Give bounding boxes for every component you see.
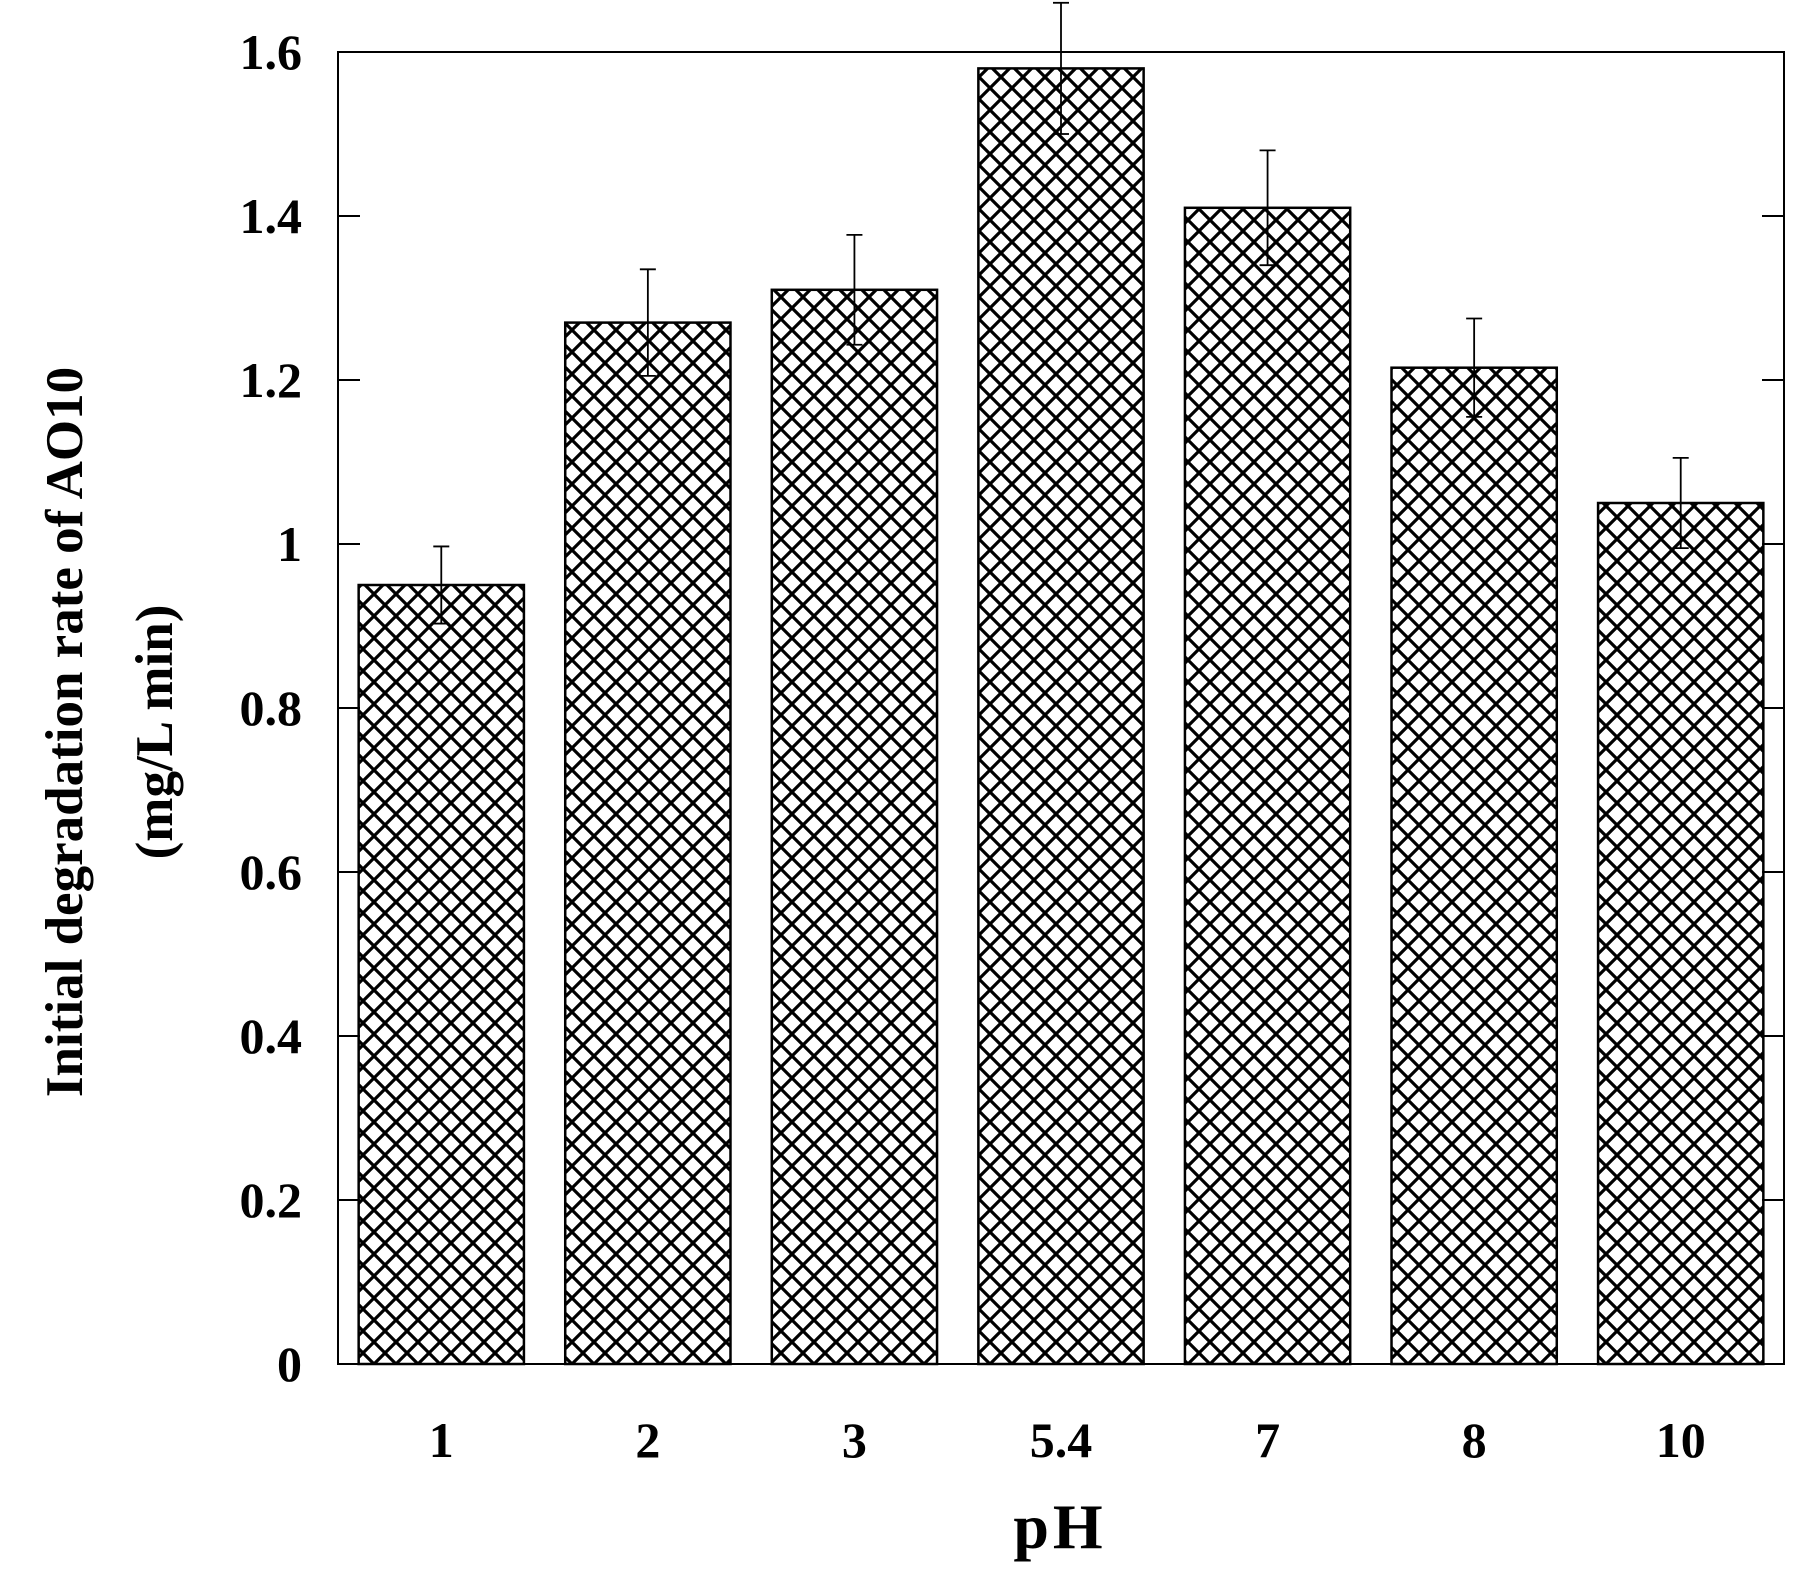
y-tick-labels: 0 0.2 0.4 0.6 0.8 1 1.2 1.4 1.6 — [240, 24, 303, 1392]
error-bars — [433, 1, 1689, 625]
y-tick-label-2: 0.4 — [240, 1008, 303, 1064]
y-tick-label-0: 0 — [277, 1336, 302, 1392]
x-tick-label-3: 3 — [842, 1412, 867, 1468]
error-bar-3 — [846, 233, 863, 346]
x-tick-label-5.4: 5.4 — [1030, 1412, 1093, 1468]
y-tick-label-8: 1.6 — [240, 24, 303, 80]
y-tick-label-4: 0.8 — [240, 680, 303, 736]
x-tick-label-1: 1 — [429, 1412, 454, 1468]
bar-5.4 — [977, 67, 1145, 1366]
y-axis-title-line1: Initial degradation rate of AO10 — [36, 367, 94, 1097]
error-bar-5.4 — [1053, 1, 1069, 135]
x-tick-label-8: 8 — [1462, 1412, 1487, 1468]
y-tick-label-6: 1.2 — [240, 352, 303, 408]
y-ticks — [338, 51, 1784, 1365]
y-tick-label-1: 0.2 — [240, 1172, 303, 1228]
error-bar-7 — [1259, 149, 1276, 267]
x-tick-label-2: 2 — [635, 1412, 660, 1468]
x-tick-label-7: 7 — [1255, 1412, 1280, 1468]
x-tick-labels: 1 2 3 5.4 7 8 10 — [429, 1412, 1706, 1468]
y-axis-title-line2: (mg/L min) — [126, 605, 184, 860]
error-bar-1 — [433, 545, 450, 625]
bar-1 — [357, 583, 526, 1366]
y-tick-label-7: 1.4 — [240, 188, 303, 244]
error-bar-10 — [1672, 456, 1689, 549]
error-bar-8 — [1466, 317, 1483, 418]
bar-10 — [1596, 501, 1765, 1366]
x-tick-label-10: 10 — [1656, 1412, 1706, 1468]
error-bar-2 — [639, 268, 656, 377]
bars — [357, 67, 1765, 1366]
bar-2 — [563, 321, 732, 1366]
x-axis-title: pH — [1013, 1491, 1106, 1562]
y-tick-label-5: 1 — [277, 516, 302, 572]
bar-8 — [1390, 366, 1559, 1366]
bar-7 — [1183, 206, 1352, 1366]
bar-3 — [770, 288, 939, 1366]
y-tick-label-3: 0.6 — [240, 844, 303, 900]
